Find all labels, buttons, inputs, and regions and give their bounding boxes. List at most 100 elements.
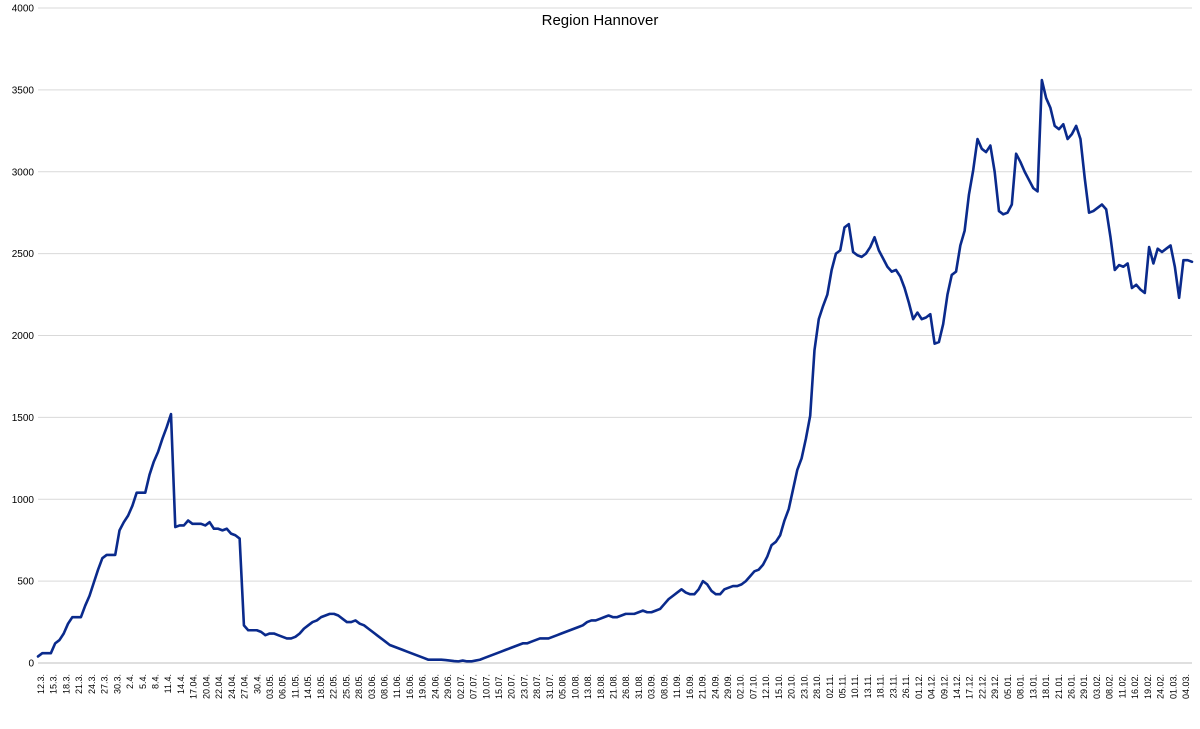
x-tick-label: 18.3. [61, 674, 71, 694]
x-tick-label: 03.09. [647, 674, 657, 699]
x-tick-label: 13.01. [1028, 674, 1038, 699]
x-tick-label: 24.04. [227, 674, 237, 699]
gridlines [38, 7, 1192, 664]
x-tick-label: 13.08. [583, 674, 593, 699]
y-tick-label: 2000 [12, 331, 35, 342]
x-tick-label: 11.4. [163, 674, 173, 693]
x-tick-label: 24.3. [87, 674, 97, 694]
x-tick-label: 11.02. [1117, 674, 1127, 698]
x-tick-label: 5.4. [138, 674, 148, 689]
x-tick-label: 12.10. [761, 674, 771, 699]
x-tick-label: 30.3. [112, 674, 122, 694]
x-tick-label: 19.06. [418, 674, 428, 699]
x-tick-label: 03.02. [1092, 674, 1102, 699]
x-tick-label: 26.11. [901, 674, 911, 698]
x-tick-label: 18.11. [876, 674, 886, 698]
x-tick-label: 23.10. [799, 674, 809, 699]
x-tick-label: 18.08. [596, 674, 606, 699]
x-tick-label: 29.06. [443, 674, 453, 699]
x-tick-label: 12.3. [36, 674, 46, 694]
x-tick-label: 05.11. [838, 674, 848, 698]
x-tick-label: 21.08. [609, 674, 619, 699]
x-tick-label: 04.03. [1181, 674, 1191, 699]
x-tick-label: 22.04. [214, 674, 224, 699]
x-tick-label: 11.09. [672, 674, 682, 698]
x-tick-label: 17.04. [189, 674, 199, 699]
x-tick-label: 02.11. [825, 674, 835, 698]
x-tick-label: 30.4. [252, 674, 262, 694]
y-tick-label: 4000 [12, 4, 35, 15]
x-tick-label: 04.12. [927, 674, 937, 699]
y-tick-label: 1000 [12, 495, 35, 506]
y-tick-label: 2500 [12, 249, 35, 260]
x-tick-label: 18.05. [316, 674, 326, 699]
x-tick-label: 09.12. [939, 674, 949, 699]
x-tick-label: 28.10. [812, 674, 822, 699]
x-tick-label: 07.10. [748, 674, 758, 699]
x-tick-label: 18.01. [1041, 674, 1051, 699]
x-tick-label: 16.02. [1130, 674, 1140, 699]
x-tick-label: 14.12. [952, 674, 962, 699]
x-tick-label: 08.09. [659, 674, 669, 699]
x-tick-label: 08.06. [380, 674, 390, 699]
x-tick-label: 19.02. [1143, 674, 1153, 699]
x-tick-label: 29.09. [723, 674, 733, 699]
x-tick-label: 08.02. [1105, 674, 1115, 699]
x-tick-label: 23.07. [519, 674, 529, 699]
x-tick-label: 24.09. [710, 674, 720, 699]
x-tick-label: 25.05. [341, 674, 351, 699]
x-tick-label: 07.07. [469, 674, 479, 699]
x-tick-label: 23.11. [888, 674, 898, 698]
x-tick-label: 24.02. [1156, 674, 1166, 699]
series-line [36, 78, 1194, 663]
x-tick-label: 14.05. [303, 674, 313, 699]
x-tick-label: 10.11. [850, 674, 860, 698]
x-tick-label: 2.4. [125, 674, 135, 689]
x-tick-label: 03.05. [265, 674, 275, 699]
x-tick-label: 29.01. [1079, 674, 1089, 699]
x-tick-label: 02.10. [736, 674, 746, 699]
x-tick-label: 05.08. [558, 674, 568, 699]
x-tick-label: 20.04. [201, 674, 211, 699]
x-tick-label: 15.10. [774, 674, 784, 699]
x-tick-label: 27.3. [100, 674, 110, 694]
x-tick-label: 8.4. [151, 674, 161, 689]
x-tick-label: 26.08. [621, 674, 631, 699]
x-tick-label: 21.01. [1054, 674, 1064, 699]
x-tick-label: 02.07. [456, 674, 466, 699]
x-tick-label: 20.07. [507, 674, 517, 699]
x-tick-label: 13.11. [863, 674, 873, 698]
x-tick-label: 31.08. [634, 674, 644, 699]
y-tick-label: 0 [28, 659, 34, 670]
x-tick-label: 26.01. [1067, 674, 1077, 699]
x-tick-label: 20.10. [787, 674, 797, 699]
series-layer [36, 78, 1194, 663]
x-tick-label: 21.3. [74, 674, 84, 694]
x-tick-label: 16.06. [405, 674, 415, 699]
x-tick-label: 27.04. [240, 674, 250, 699]
y-tick-label: 500 [17, 577, 34, 588]
y-tick-label: 3500 [12, 85, 35, 96]
x-tick-label: 11.06. [392, 674, 402, 698]
x-tick-label: 06.05. [278, 674, 288, 699]
x-tick-label: 14.4. [176, 674, 186, 694]
x-tick-label: 15.07. [494, 674, 504, 699]
chart-title: Region Hannover [542, 12, 659, 29]
x-tick-label: 10.07. [481, 674, 491, 699]
x-tick-label: 11.05. [290, 674, 300, 698]
x-tick-label: 31.07. [545, 674, 555, 699]
x-tick-label: 01.03. [1168, 674, 1178, 699]
x-tick-label: 15.3. [49, 674, 59, 694]
x-tick-label: 16.09. [685, 674, 695, 699]
x-tick-label: 22.12. [977, 674, 987, 699]
x-tick-label: 05.01. [1003, 674, 1013, 699]
x-tick-label: 28.05. [354, 674, 364, 699]
x-tick-label: 08.01. [1016, 674, 1026, 699]
x-tick-label: 21.09. [698, 674, 708, 699]
y-axis-ticks: 0 500 1000 1500 2000 2500 3000 3500 4000 [12, 4, 35, 670]
x-tick-label: 17.12. [965, 674, 975, 699]
y-tick-label: 3000 [12, 167, 35, 178]
x-tick-label: 28.07. [532, 674, 542, 699]
